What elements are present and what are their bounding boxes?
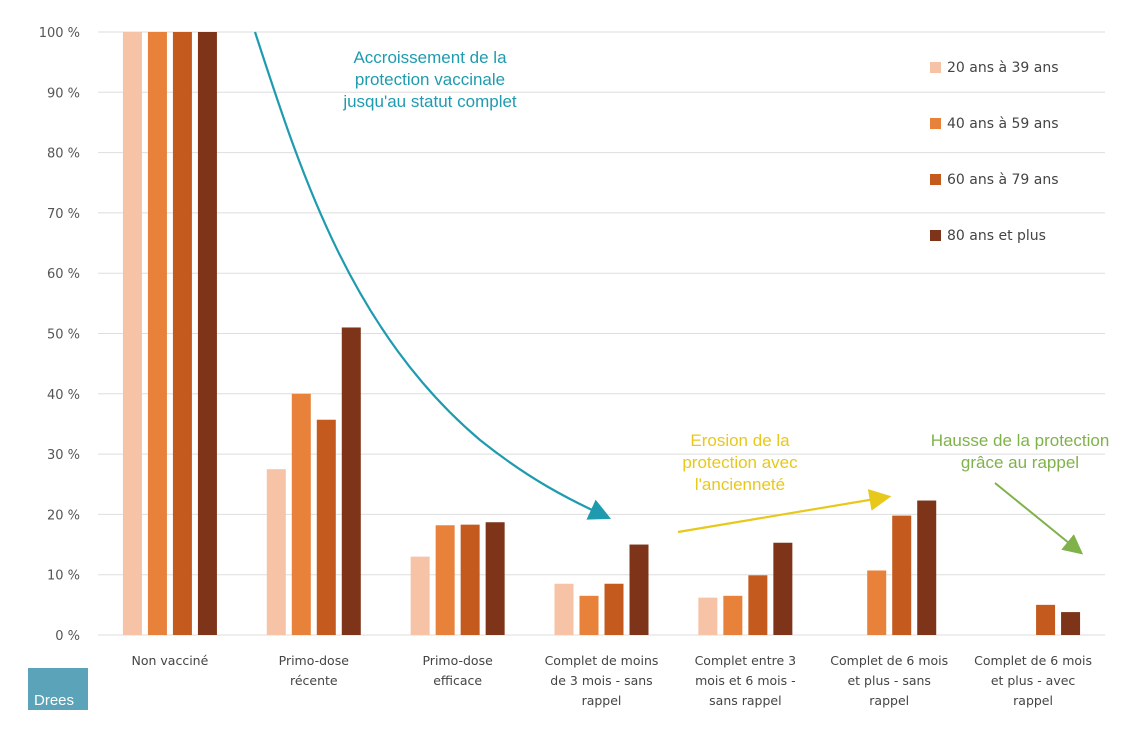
- x-tick-label-line: Primo-dose: [422, 653, 493, 668]
- annotation-erosion: Erosion de la protection avec l'ancienneté: [682, 431, 798, 494]
- bar: [341, 327, 361, 635]
- x-tick-label-line: de 3 mois - sans: [550, 673, 652, 688]
- legend-item: 60 ans à 79 ans: [930, 172, 1059, 188]
- legend-swatch: [930, 118, 941, 129]
- annotation-text: jusqu'au statut complet: [342, 92, 517, 111]
- arrow-accroissement: [253, 31, 611, 520]
- bar: [867, 570, 887, 635]
- bar: [629, 544, 649, 635]
- annotation-text: Erosion de la: [690, 431, 790, 450]
- y-tick-label: 70 %: [47, 207, 80, 222]
- bar: [917, 500, 937, 635]
- y-tick-label: 20 %: [47, 508, 80, 523]
- y-tick-label: 10 %: [47, 569, 80, 584]
- y-tick-label: 30 %: [47, 448, 80, 463]
- legend-label: 20 ans à 39 ans: [947, 60, 1059, 76]
- x-tick-label: Complet de 6 mois et plus - avec rappel: [974, 653, 1092, 708]
- bar: [579, 595, 599, 635]
- bar: [773, 542, 793, 635]
- x-tick-label-line: Complet entre 3: [695, 653, 797, 668]
- x-tick-label-line: Complet de 6 mois: [974, 653, 1092, 668]
- drees-logo: Drees: [28, 668, 88, 710]
- x-tick-label: Complet de 6 mois et plus - sans rappel: [830, 653, 948, 708]
- bar: [316, 419, 336, 635]
- bar: [147, 32, 167, 635]
- bar: [266, 469, 286, 635]
- x-tick-label: Complet de moins de 3 mois - sans rappel: [545, 653, 659, 708]
- grid-layer: [98, 31, 1105, 636]
- x-tick-label-line: Complet de 6 mois: [830, 653, 948, 668]
- bar: [410, 556, 430, 635]
- y-axis: 0 % 10 % 20 % 30 % 40 % 50 % 60 % 70 % 80 % 90 % 1…: [39, 26, 80, 644]
- annotation-text: l'ancienneté: [695, 475, 785, 494]
- bar: [122, 32, 142, 635]
- logo-box: [28, 668, 88, 710]
- legend-swatch: [930, 230, 941, 241]
- x-axis: Non vacciné Primo-dose récente Primo-dose ef…: [132, 653, 1092, 708]
- x-tick-label-line: mois et 6 mois -: [695, 673, 796, 688]
- y-tick-label: 100 %: [39, 26, 80, 41]
- x-tick-label-line: Primo-dose: [279, 653, 350, 668]
- annotation-text: Hausse de la protection: [931, 431, 1110, 450]
- bar: [460, 524, 480, 635]
- legend: 20 ans à 39 ans 40 ans à 59 ans 60 ans à 7…: [930, 60, 1059, 244]
- y-tick-label: 40 %: [47, 388, 80, 403]
- legend-swatch: [930, 62, 941, 73]
- bar: [435, 525, 455, 635]
- x-tick-label: Non vacciné: [132, 653, 209, 668]
- legend-label: 80 ans et plus: [947, 228, 1046, 244]
- bar: [172, 32, 192, 635]
- bar: [1061, 612, 1081, 635]
- logo-text: Drees: [34, 692, 74, 709]
- legend-label: 40 ans à 59 ans: [947, 116, 1059, 132]
- bar: [554, 583, 574, 635]
- arrow-hausse: [994, 482, 1084, 555]
- y-tick-label: 0 %: [55, 629, 80, 644]
- x-tick-label: Complet entre 3 mois et 6 mois - sans rapp…: [695, 653, 797, 708]
- legend-item: 20 ans à 39 ans: [930, 60, 1059, 76]
- annotation-text: Accroissement de la: [353, 48, 507, 67]
- x-tick-label-line: et plus - sans: [847, 673, 930, 688]
- x-tick-label-line: Non vacciné: [132, 653, 209, 668]
- legend-item: 40 ans à 59 ans: [930, 116, 1059, 132]
- bar: [485, 522, 505, 635]
- annotation-hausse: Hausse de la protection grâce au rappel: [931, 431, 1110, 472]
- annotation-text: grâce au rappel: [961, 453, 1079, 472]
- y-tick-label: 50 %: [47, 328, 80, 343]
- bar: [291, 393, 311, 635]
- x-tick-label-line: efficace: [433, 673, 482, 688]
- bar: [197, 32, 217, 635]
- bar: [698, 597, 718, 635]
- annotation-text: protection avec: [682, 453, 798, 472]
- x-tick-label-line: Complet de moins: [545, 653, 659, 668]
- x-tick-label-line: rappel: [869, 693, 909, 708]
- bar: [1036, 604, 1056, 635]
- x-tick-label-line: rappel: [582, 693, 622, 708]
- bar: [892, 515, 912, 635]
- bar: [748, 575, 768, 635]
- arrow-erosion: [677, 489, 892, 534]
- legend-label: 60 ans à 79 ans: [947, 172, 1059, 188]
- x-tick-label-line: récente: [290, 673, 338, 688]
- bar: [604, 583, 624, 635]
- x-tick-label-line: rappel: [1013, 693, 1053, 708]
- annotation-text: protection vaccinale: [355, 70, 505, 89]
- y-tick-label: 90 %: [47, 86, 80, 101]
- legend-item: 80 ans et plus: [930, 228, 1046, 244]
- annotations: Accroissement de la protection vaccinale j…: [253, 31, 1110, 555]
- bar: [723, 595, 743, 635]
- x-tick-label-line: et plus - avec: [991, 673, 1076, 688]
- annotation-accroissement: Accroissement de la protection vaccinale j…: [342, 48, 517, 111]
- bars-layer: [122, 32, 1081, 635]
- y-tick-label: 80 %: [47, 147, 80, 162]
- legend-swatch: [930, 174, 941, 185]
- x-tick-label: Primo-dose efficace: [422, 653, 493, 688]
- x-tick-label: Primo-dose récente: [279, 653, 350, 688]
- y-tick-label: 60 %: [47, 267, 80, 282]
- x-tick-label-line: sans rappel: [709, 693, 781, 708]
